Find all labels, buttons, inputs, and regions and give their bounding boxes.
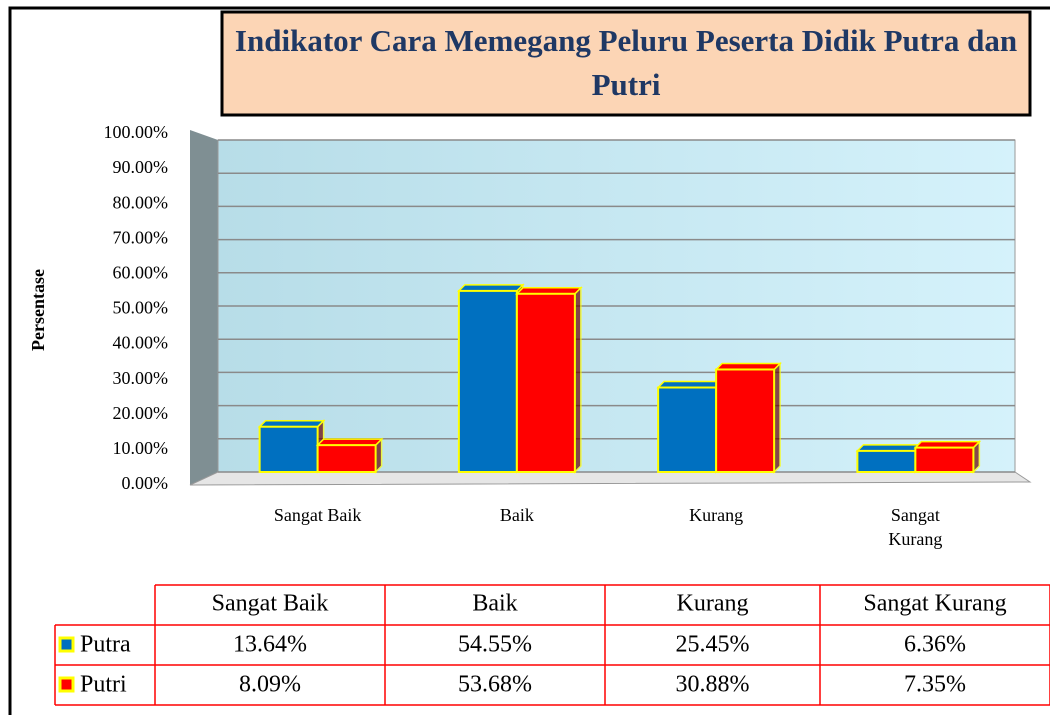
x-tick-label-box: Kurang bbox=[689, 505, 744, 525]
table-value: 13.64% bbox=[233, 632, 307, 658]
y-tick-label: 20.00% bbox=[113, 403, 169, 423]
table-value: 25.45% bbox=[676, 632, 750, 658]
y-tick-label: 0.00% bbox=[122, 473, 169, 493]
table-header: Baik bbox=[472, 591, 517, 617]
y-tick-label: 30.00% bbox=[113, 368, 169, 388]
table-value: 6.36% bbox=[904, 632, 966, 658]
y-tick-label: 10.00% bbox=[113, 438, 169, 458]
bar bbox=[856, 449, 917, 473]
x-tick-label-box: Sangat Baik bbox=[273, 505, 362, 525]
frame bbox=[8, 6, 1050, 715]
y-tick-label: 100.00% bbox=[104, 122, 169, 142]
table-value: 54.55% bbox=[458, 632, 532, 658]
y-tick-label: 70.00% bbox=[113, 227, 169, 247]
table-value: 8.09% bbox=[239, 672, 301, 698]
x-tick-label: Kurang bbox=[689, 505, 744, 525]
legend-label: Putra bbox=[80, 632, 131, 658]
table-value: 53.68% bbox=[458, 672, 532, 698]
floor bbox=[189, 471, 1032, 486]
bar bbox=[914, 446, 975, 473]
table-header: Sangat Kurang bbox=[863, 591, 1006, 617]
side-wall bbox=[190, 130, 218, 485]
x-tick-label-box: Baik bbox=[499, 505, 534, 525]
legend-key bbox=[58, 676, 75, 693]
bar bbox=[316, 444, 377, 474]
y-tick-label: 80.00% bbox=[113, 192, 169, 212]
x-tick-label: Sangat Kurang bbox=[888, 505, 943, 549]
x-tick-label-box: Sangat Kurang bbox=[888, 505, 943, 549]
y-tick-label: 40.00% bbox=[113, 333, 169, 353]
bar bbox=[457, 289, 518, 474]
table-value: 7.35% bbox=[904, 672, 966, 698]
bar bbox=[515, 292, 576, 474]
bar bbox=[258, 425, 319, 474]
table-header: Kurang bbox=[677, 591, 749, 617]
y-tick-label: 60.00% bbox=[113, 263, 169, 283]
y-tick-label: 50.00% bbox=[113, 298, 169, 318]
table-header: Sangat Baik bbox=[212, 591, 329, 617]
legend-label: Putri bbox=[80, 672, 127, 698]
y-axis-label: Persentase bbox=[28, 269, 48, 351]
x-tick-label: Baik bbox=[499, 505, 534, 525]
x-tick-label: Sangat Baik bbox=[273, 505, 362, 525]
legend-key bbox=[58, 636, 75, 653]
chart-title-box: Indikator Cara Memegang Peluru Peserta D… bbox=[234, 23, 1018, 102]
bar bbox=[657, 386, 718, 474]
y-tick-label: 90.00% bbox=[113, 157, 169, 177]
chart-title: Indikator Cara Memegang Peluru Peserta D… bbox=[234, 23, 1018, 102]
bar bbox=[715, 368, 776, 473]
table-value: 30.88% bbox=[676, 672, 750, 698]
title-box bbox=[220, 10, 1032, 117]
